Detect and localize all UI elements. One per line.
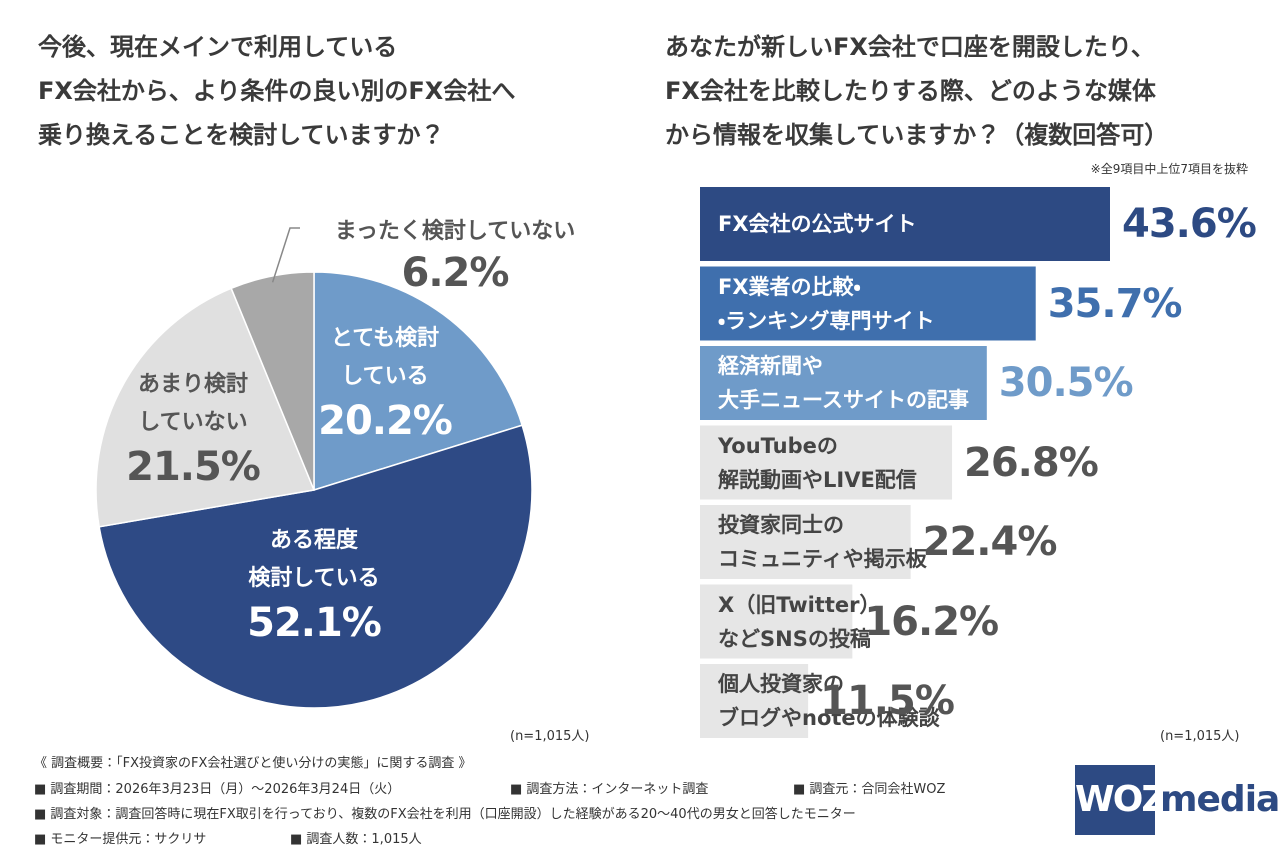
bar (700, 505, 911, 579)
bar (700, 346, 987, 420)
bar-value: 16.2% (864, 598, 999, 645)
bar-label: X（旧Twitter） などSNSの投稿 (718, 592, 881, 651)
pie-title: 今後、現在メインで利用している FX会社から、より条件の良い別のFX会社へ 乗り… (38, 33, 516, 149)
bar (700, 584, 853, 659)
bar (700, 425, 953, 500)
bar-title: あなたが新しいFX会社で口座を開設したり、 FX会社を比較したりする際、どのよう… (665, 33, 1169, 149)
pie-value: 21.5% (126, 444, 261, 490)
pie-label: あまり検討 していない (137, 372, 248, 435)
bar-label: 経済新聞や 大手ニュースサイトの記事 (718, 354, 969, 412)
pie-value: 52.1% (247, 600, 382, 646)
bar-label: 投資家同士の コミュニティや掲示板 (718, 513, 927, 571)
bar-value: 30.5% (998, 360, 1134, 406)
bar-value: 43.6% (1122, 201, 1257, 247)
survey-heading: 《 調査概要：「FX投資家のFX会社選びと使い分けの実態」に関する調査 》 (34, 756, 472, 771)
survey-item: ■ 調査元：合同会社WOZ (793, 782, 946, 797)
pie-label: まったく検討していない (334, 219, 576, 244)
logo-mark: WOZ (1075, 765, 1167, 835)
pie-slice (230, 271, 315, 491)
pie-slice (98, 424, 533, 709)
pie-label: とても検討 している (330, 326, 440, 389)
bar (700, 187, 1110, 261)
survey-item: ■ 調査方法：インターネット調査 (510, 782, 709, 797)
logo-word: media (1160, 779, 1280, 820)
bar-value: 26.8% (964, 439, 1099, 486)
survey-item: ■ 調査期間：2026年3月23日（月）～2026年3月24日（火） (34, 782, 401, 797)
pie-slice (313, 271, 524, 492)
survey-item: ■ モニター提供元：サクリサ (34, 832, 207, 847)
bar-label: FX会社の公式サイト (718, 212, 917, 236)
bar-label: YouTubeの 解説動画やLIVE配信 (718, 433, 917, 492)
pie-slice (95, 287, 316, 528)
bar-sample: (n=1,015人) (1160, 729, 1240, 744)
bar (700, 266, 1036, 341)
bar-value: 22.4% (922, 519, 1058, 565)
bar-value: 35.7% (1047, 280, 1183, 327)
bar-label: 個人投資家の ブログやnoteの体験談 (718, 672, 940, 730)
leader-line (271, 227, 300, 283)
bar-note: ※全9項目中上位7項目を抜粋 (1090, 162, 1248, 176)
bar-label: FX業者の比較・ ・ランキング専門サイト (718, 274, 935, 333)
pie-value: 20.2% (318, 398, 453, 444)
bar (700, 664, 809, 738)
bar-value: 11.5% (820, 678, 955, 724)
survey-item: ■ 調査人数：1,015人 (290, 832, 422, 847)
pie-label: ある程度 検討している (248, 528, 380, 591)
survey-item: ■ 調査対象：調査回答時に現在FX取引を行っており、複数のFX会社を利用（口座開… (34, 807, 856, 822)
pie-value: 6.2% (401, 250, 510, 296)
pie-sample: (n=1,015人) (510, 729, 590, 744)
